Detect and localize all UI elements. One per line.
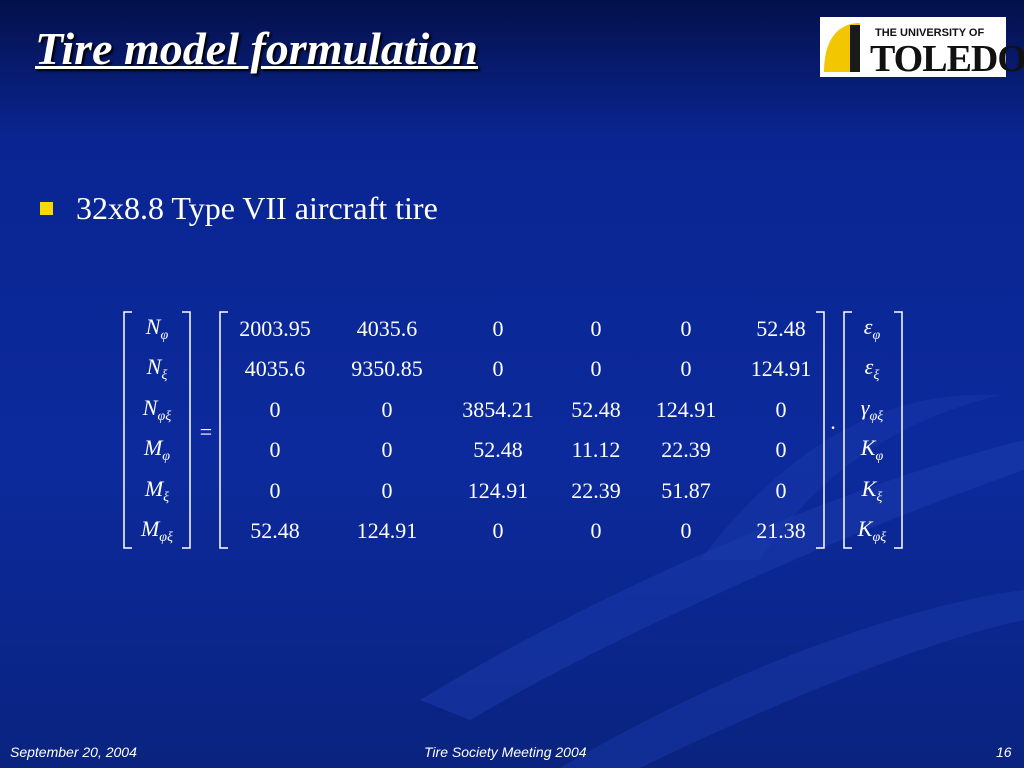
- left-vector-entry: Mφξ: [141, 516, 173, 546]
- right-vector-entry: εφ: [864, 314, 880, 344]
- matrix-cell: 0: [775, 396, 787, 422]
- right-vector-entry: Kφ: [861, 435, 883, 465]
- matrix-cell: 0: [381, 437, 393, 463]
- matrix-cell: 0: [680, 518, 692, 543]
- slide-title: Tire model formulation: [35, 23, 478, 74]
- bullet-text: 32x8.8 Type VII aircraft tire: [76, 190, 438, 226]
- matrix-cell: 22.39: [661, 437, 711, 463]
- matrix-cell: 0: [492, 518, 504, 543]
- symbol: γ: [860, 394, 870, 420]
- symbol: ε: [864, 354, 874, 380]
- left-vector-entry: Mφ: [144, 435, 170, 465]
- right-vector-entry: Kξ: [862, 475, 883, 505]
- symbol: N: [142, 394, 158, 420]
- matrix-cell: 4035.6: [356, 316, 418, 341]
- matrix-cell: 0: [381, 396, 393, 422]
- subscript: φ: [160, 328, 169, 344]
- equals-sign: =: [199, 419, 213, 444]
- matrix-cell: 0: [680, 356, 692, 382]
- matrix-cell: 52.48: [756, 316, 806, 341]
- symbol: N: [145, 313, 161, 339]
- matrix-cell: 0: [680, 316, 692, 341]
- right-vector-entry: Kφξ: [858, 516, 886, 546]
- subscript: ξ: [161, 368, 168, 384]
- left-vector-entry: Nφξ: [143, 395, 171, 425]
- subscript: φξ: [159, 530, 174, 546]
- matrix-cell: 51.87: [661, 477, 711, 503]
- matrix-cell: 124.91: [750, 356, 812, 382]
- matrix-cell: 52.48: [571, 396, 621, 422]
- matrix-cell: 11.12: [571, 437, 621, 463]
- subscript: ξ: [873, 368, 880, 384]
- matrix-cell: 22.39: [571, 477, 621, 503]
- footer-date: September 20, 2004: [10, 744, 137, 760]
- matrix-cell: 0: [590, 518, 602, 543]
- logo-line1: THE UNIVERSITY OF: [875, 27, 985, 39]
- dot-operator: ·: [829, 415, 837, 440]
- symbol: K: [860, 434, 876, 460]
- subscript: φ: [872, 328, 881, 344]
- left-vector-entry: Mξ: [145, 475, 169, 505]
- symbol: K: [857, 515, 873, 541]
- footer-event: Tire Society Meeting 2004: [424, 744, 587, 760]
- matrix-cell: 52.48: [473, 437, 523, 463]
- symbol: M: [140, 515, 160, 541]
- right-vector-entry: εξ: [865, 354, 880, 384]
- right-vector-entry: γφξ: [861, 395, 883, 425]
- subscript: φξ: [872, 530, 887, 546]
- symbol: K: [861, 475, 877, 501]
- matrix-cell: 0: [775, 477, 787, 503]
- matrix-cell: 0: [590, 316, 602, 341]
- subscript: φ: [162, 449, 171, 465]
- symbol: M: [144, 475, 164, 501]
- symbol: ε: [863, 313, 873, 339]
- matrix-cell: 0: [269, 396, 281, 422]
- footer-page: 16: [996, 744, 1012, 760]
- matrix-cell: 4035.6: [244, 356, 306, 382]
- matrix-cell: 52.48: [250, 518, 300, 543]
- matrix-cell: 124.91: [655, 396, 717, 422]
- logo-line2: TOLEDO: [870, 38, 1024, 80]
- bullet-marker: [40, 202, 53, 215]
- matrix-cell: 0: [775, 437, 787, 463]
- matrix-cell: 21.38: [756, 518, 806, 543]
- matrix-cell: 0: [492, 316, 504, 341]
- left-vector-entry: Nξ: [147, 354, 168, 384]
- matrix-cell: 0: [269, 477, 281, 503]
- subscript: φξ: [869, 408, 884, 424]
- matrix-cell: 0: [269, 437, 281, 463]
- matrix-cell: 124.91: [467, 477, 529, 503]
- subscript: φξ: [157, 408, 172, 424]
- matrix-cell: 0: [381, 477, 393, 503]
- matrix-cell: 0: [492, 356, 504, 382]
- matrix-cell: 124.91: [356, 518, 418, 543]
- subscript: φ: [875, 449, 884, 465]
- subscript: ξ: [163, 489, 170, 505]
- matrix-cell: 3854.21: [462, 396, 534, 422]
- matrix-cell: 2003.95: [239, 316, 311, 341]
- subscript: ξ: [876, 489, 883, 505]
- logo-mark: [824, 23, 860, 72]
- symbol: M: [143, 434, 163, 460]
- left-vector-entry: Nφ: [146, 314, 168, 344]
- logo: THE UNIVERSITY OF TOLEDO: [820, 17, 1024, 80]
- symbol: N: [146, 354, 162, 380]
- matrix-cell: 9350.85: [351, 356, 423, 382]
- matrix-cell: 0: [590, 356, 602, 382]
